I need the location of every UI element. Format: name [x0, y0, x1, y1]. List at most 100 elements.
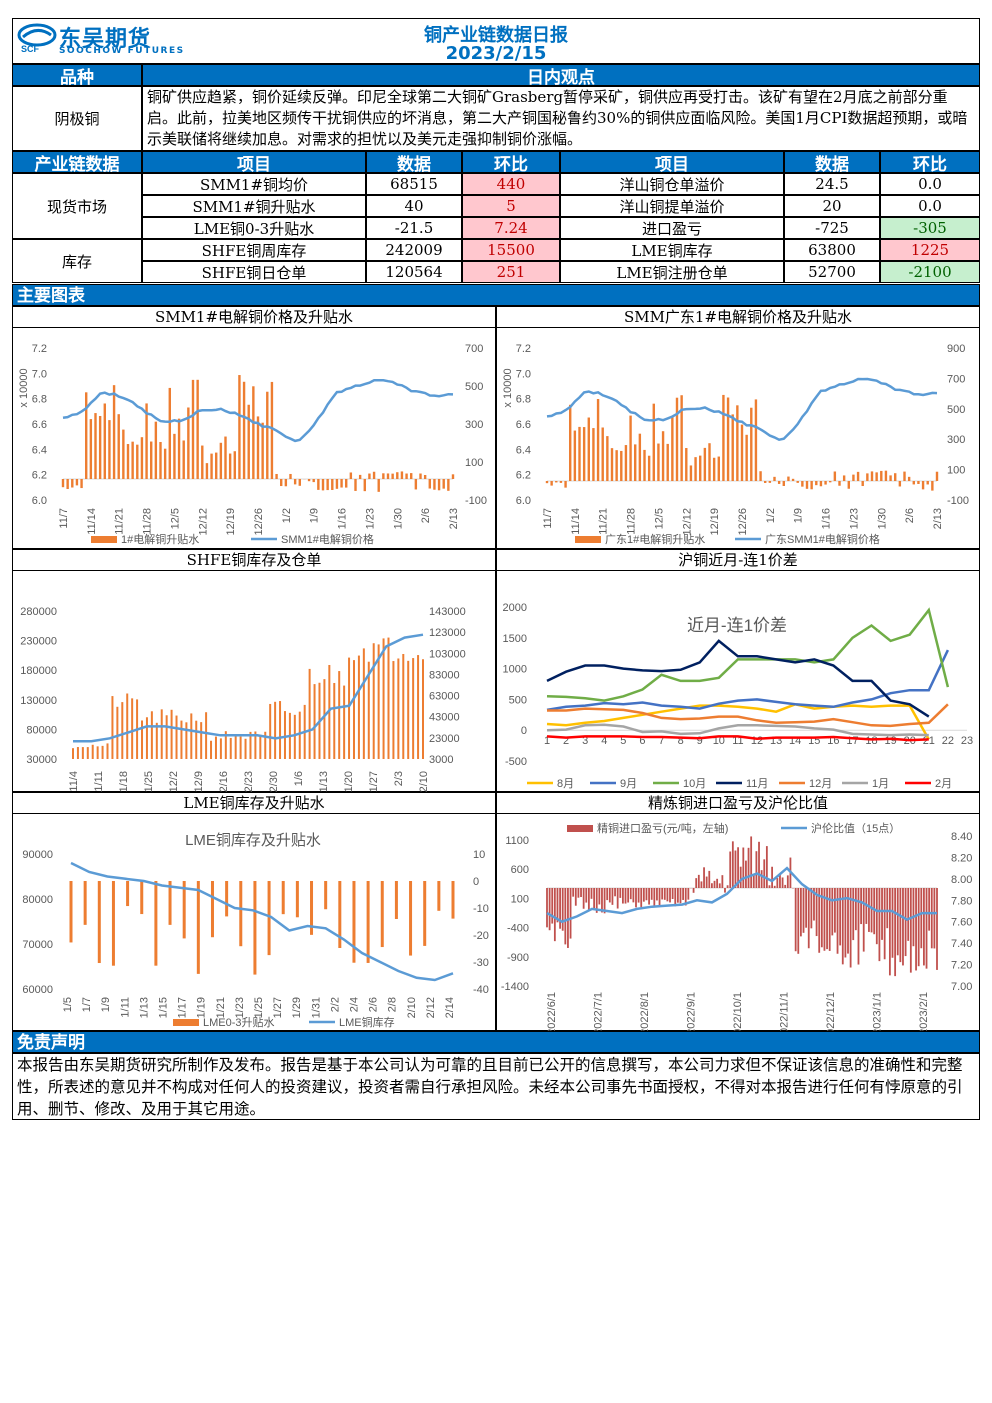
basis-bar: [270, 381, 274, 479]
y-tick-label: 30000: [26, 754, 57, 766]
warrant-bar: [348, 657, 351, 759]
y-tick-label: 1100: [505, 835, 529, 847]
y-tick-label: -20: [473, 930, 489, 942]
basis-bar: [675, 397, 679, 481]
price-line: [62, 379, 454, 443]
x-tick-label: 12/19: [709, 508, 721, 536]
import-pnl-bar: [752, 874, 755, 888]
x-tick-label: 11/21: [598, 508, 610, 535]
import-pnl-bar: [595, 888, 598, 913]
basis-bar: [861, 481, 864, 487]
table-cell-l-chg: 15500: [462, 239, 560, 261]
basis-bar: [810, 481, 813, 490]
table-cell-r-chg: 0.0: [880, 195, 980, 217]
warrant-bar: [200, 722, 203, 759]
basis-bar: [122, 429, 125, 479]
lme-basis-bar: [111, 881, 115, 966]
import-pnl-bar: [580, 888, 582, 898]
import-pnl-bar: [794, 888, 797, 952]
table-cell-r-val: 63800: [784, 239, 880, 261]
import-pnl-bar: [656, 888, 658, 901]
report-date: 2023/2/15: [445, 43, 547, 64]
import-pnl-bar: [569, 888, 572, 939]
import-pnl-bar: [820, 888, 823, 948]
basis-bar: [238, 375, 241, 479]
y-tick-label: 300: [465, 419, 483, 431]
legend-label: 2月: [935, 778, 952, 790]
y-tick-label: 700: [465, 343, 483, 355]
x-tick-label: 1/21: [215, 997, 227, 1018]
legend-label: 8月: [557, 778, 574, 790]
basis-bar: [833, 471, 837, 481]
basis-bar: [601, 427, 604, 481]
basis-bar: [745, 434, 748, 481]
warrant-bar: [224, 731, 227, 759]
basis-bar: [177, 418, 181, 479]
import-pnl-bar: [674, 888, 677, 907]
import-pnl-bar: [687, 888, 690, 900]
import-pnl-bar: [862, 888, 865, 952]
variety-header: 品种: [12, 64, 142, 86]
x-tick-label: 1/29: [291, 997, 303, 1018]
basis-bar: [61, 479, 65, 488]
x-tick-label: 11/7: [58, 508, 70, 529]
basis-bar: [894, 473, 897, 481]
basis-bar: [75, 479, 79, 486]
basis-bar: [191, 379, 195, 479]
import-pnl-bar: [868, 888, 870, 932]
x-tick-label: 1/23: [364, 508, 376, 529]
x-tick-label: 12/5: [169, 508, 181, 529]
basis-bar: [638, 433, 642, 481]
spread-line: [546, 735, 929, 742]
basis-bar: [159, 441, 162, 479]
lme-basis-bar: [126, 881, 130, 907]
basis-bar: [754, 399, 758, 481]
x-tick-label: 11/28: [142, 508, 154, 535]
x-tick-label: 2/3: [393, 771, 405, 786]
spread-line: [546, 607, 950, 702]
import-pnl-bar: [891, 888, 894, 958]
x-tick-label: 11/14: [86, 508, 98, 535]
chart-title: SHFE铜库存及仓单: [13, 550, 495, 571]
import-pnl-bar: [559, 888, 561, 929]
legend-label: 1月: [872, 778, 889, 790]
x-tick-label: 2022/7/1: [593, 992, 605, 1031]
table-header: 产业链数据: [12, 151, 142, 173]
x-tick-label: 2/14: [444, 997, 456, 1018]
basis-bar: [717, 456, 720, 481]
basis-bar: [819, 481, 823, 487]
import-pnl-bar: [831, 888, 834, 936]
x-tick-label: 2/12: [425, 997, 437, 1018]
import-pnl-bar: [883, 888, 886, 960]
import-pnl-bar: [826, 888, 828, 950]
x-tick-label: 1/2: [765, 508, 777, 523]
x-tick-label: 12/12: [197, 508, 209, 536]
inventory-line: [73, 633, 424, 743]
warrant-bar: [101, 745, 104, 759]
table-cell-r-val: 24.5: [784, 173, 880, 195]
x-tick-label: 1/16: [821, 508, 833, 529]
x-tick-label: 11/18: [118, 771, 130, 792]
warrant-bar: [377, 644, 380, 759]
import-pnl-bar: [747, 847, 750, 888]
warrant-bar: [86, 747, 89, 759]
basis-bar: [578, 426, 581, 481]
legend-label: 沪伦比值（15点）: [811, 821, 900, 835]
lme-basis-bar: [394, 881, 398, 919]
warrant-bar: [219, 738, 222, 759]
warrant-bar: [392, 661, 395, 759]
basis-bar: [759, 471, 762, 481]
import-pnl-bar: [567, 888, 569, 948]
x-tick-label: 8: [678, 735, 684, 747]
import-pnl-bar: [697, 874, 700, 888]
y-tick-label: 103000: [429, 648, 466, 660]
basis-bar: [377, 479, 380, 492]
import-pnl-bar: [779, 873, 781, 888]
import-pnl-bar: [627, 888, 630, 903]
legend-swatch-bar: [575, 536, 601, 543]
warrant-bar: [210, 740, 213, 759]
table-cell-r-item: 洋山铜仓单溢价: [560, 173, 784, 195]
lme-basis-bar: [140, 881, 144, 915]
ratio-line: [546, 866, 937, 924]
y-tick-label: 2000: [503, 602, 527, 614]
